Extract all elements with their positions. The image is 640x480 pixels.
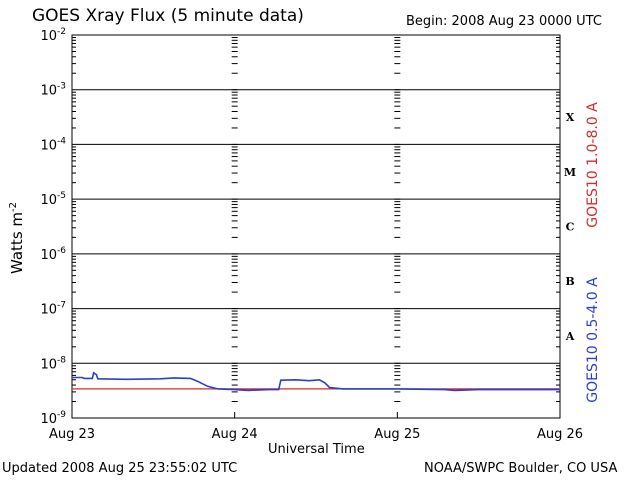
flare-class-label: X (566, 111, 575, 124)
flare-class-label: B (565, 275, 574, 288)
y-tick-label-exponent: -7 (57, 301, 66, 311)
y-tick-label: 10-8 (40, 355, 66, 372)
y-axis-label-exponent: -2 (8, 201, 19, 212)
y-tick-label-exponent: -9 (57, 410, 66, 420)
legend-short-channel-label: GOES10 0.5-4.0 A (585, 277, 601, 403)
y-tick-label-base: 10 (40, 303, 57, 318)
y-tick-label-base: 10 (40, 248, 57, 263)
x-tick-label: Aug 23 (49, 427, 95, 442)
y-tick-label: 10-9 (40, 410, 66, 427)
y-tick-label: 10-6 (40, 246, 66, 263)
y-tick-label-base: 10 (40, 412, 57, 427)
series-line-short-channel (72, 371, 560, 392)
legend-long-channel-label: GOES10 1.0-8.0 A (585, 102, 601, 228)
flare-class-label: C (566, 221, 575, 234)
y-tick-label-base: 10 (40, 193, 57, 208)
x-tick-label: Aug 24 (212, 427, 258, 442)
updated-timestamp: Updated 2008 Aug 25 23:55:02 UTC (2, 461, 238, 476)
y-tick-label-exponent: -3 (57, 82, 66, 92)
begin-timestamp: Begin: 2008 Aug 23 0000 UTC (406, 14, 602, 29)
legend-short-channel: GOES10 0.5-4.0 A (578, 255, 608, 425)
y-tick-label-base: 10 (40, 29, 57, 44)
y-axis-label-text: Watts m (8, 211, 26, 275)
legend-long-channel: GOES10 1.0-8.0 A (578, 80, 608, 250)
flare-class-label: M (564, 166, 576, 179)
y-tick-label-exponent: -2 (57, 27, 66, 37)
y-tick-label-exponent: -4 (57, 136, 66, 146)
y-tick-label-base: 10 (40, 138, 57, 153)
x-tick-label: Aug 26 (537, 427, 583, 442)
y-tick-label-exponent: -6 (57, 246, 66, 256)
flare-class-label: A (565, 330, 575, 343)
y-tick-label-exponent: -5 (57, 191, 66, 201)
y-tick-label-base: 10 (40, 84, 57, 99)
y-tick-label: 10-3 (40, 82, 66, 99)
y-tick-label-exponent: -8 (57, 355, 66, 365)
y-axis-label: Watts m-2 (0, 198, 34, 278)
y-tick-label: 10-7 (40, 301, 66, 318)
source-credit: NOAA/SWPC Boulder, CO USA (424, 461, 618, 476)
y-tick-label: 10-2 (40, 27, 66, 44)
x-axis-label: Universal Time (268, 442, 365, 457)
chart-title: GOES Xray Flux (5 minute data) (32, 6, 304, 26)
plot-frame (71, 34, 561, 419)
y-tick-label: 10-4 (40, 136, 66, 153)
x-tick-label: Aug 25 (374, 427, 420, 442)
y-tick-label-base: 10 (40, 357, 57, 372)
y-tick-label: 10-5 (40, 191, 66, 208)
